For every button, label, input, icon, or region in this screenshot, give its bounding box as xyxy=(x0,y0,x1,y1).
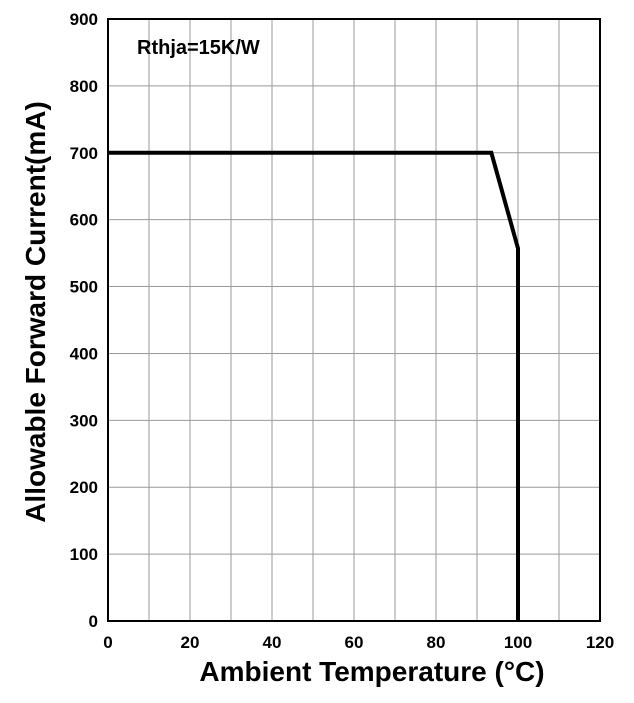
grid-lines xyxy=(108,19,600,621)
x-axis-title: Ambient Temperature (°C) xyxy=(199,656,544,687)
x-tick-labels: 0 20 40 60 80 100 120 xyxy=(103,633,614,652)
plot-frame xyxy=(107,18,601,622)
y-tick-label: 200 xyxy=(70,478,98,497)
y-tick-labels: 0 100 200 300 400 500 600 700 800 900 xyxy=(70,10,98,631)
x-tick-label: 0 xyxy=(103,633,112,652)
x-tick-label: 80 xyxy=(427,633,446,652)
series-line-0 xyxy=(108,150,520,621)
y-tick-label: 900 xyxy=(70,10,98,29)
x-tick-label: 40 xyxy=(263,633,282,652)
x-tick-label: 60 xyxy=(345,633,364,652)
x-tick-label: 100 xyxy=(504,633,532,652)
y-tick-label: 500 xyxy=(70,278,98,297)
series-layer xyxy=(108,150,520,621)
y-tick-label: 400 xyxy=(70,344,98,363)
y-tick-label: 700 xyxy=(70,144,98,163)
x-tick-label: 120 xyxy=(586,633,614,652)
y-tick-label: 600 xyxy=(70,211,98,230)
y-tick-label: 0 xyxy=(89,612,98,631)
y-axis-title: Allowable Forward Current(mA) xyxy=(20,101,51,523)
x-tick-label: 20 xyxy=(181,633,200,652)
y-tick-label: 800 xyxy=(70,77,98,96)
y-tick-label: 100 xyxy=(70,545,98,564)
rthja-annotation: Rthja=15K/W xyxy=(137,37,260,59)
y-tick-label: 300 xyxy=(70,411,98,430)
